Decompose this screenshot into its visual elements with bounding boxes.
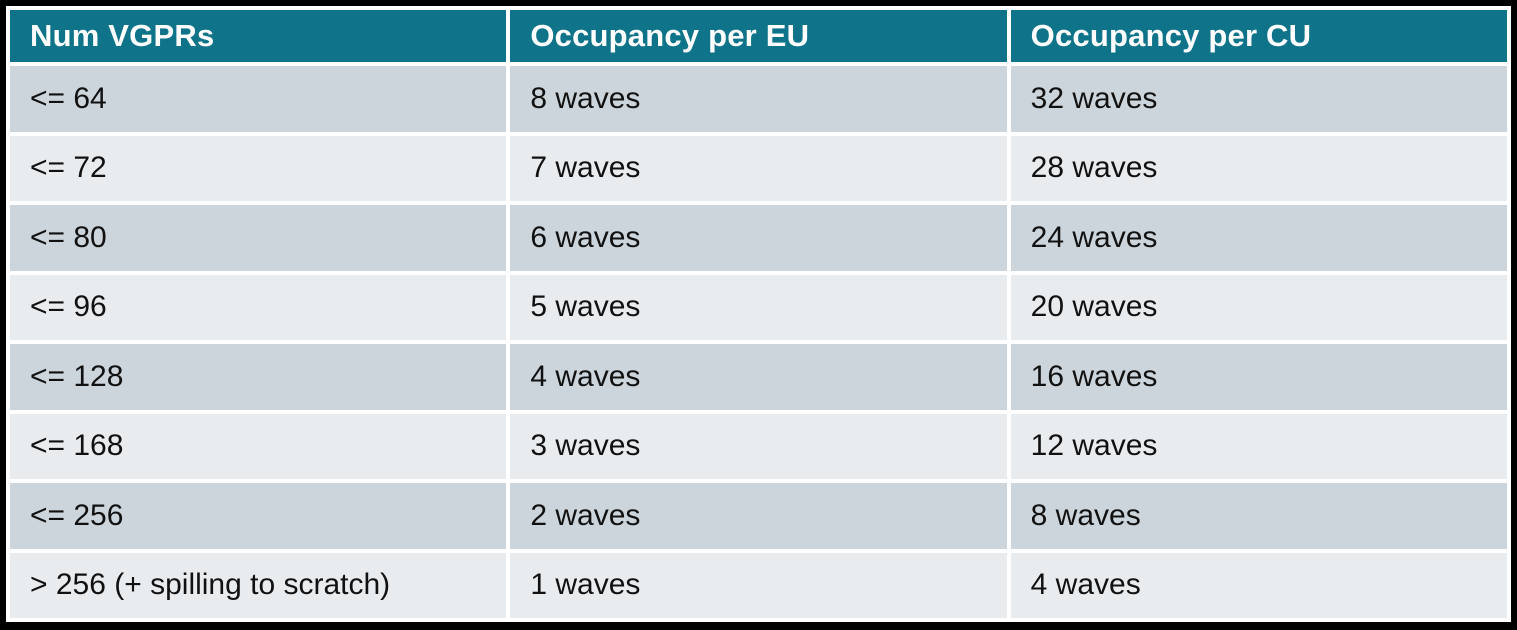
column-header-num-vgprs: Num VGPRs: [10, 10, 507, 62]
column-header-occupancy-per-eu: Occupancy per EU: [510, 10, 1007, 62]
table-cell: 32 waves: [1010, 66, 1507, 132]
table-cell: 1 waves: [510, 552, 1007, 618]
table-body: <= 64 8 waves 32 waves <= 72 7 waves 28 waves…: [10, 66, 1507, 618]
column-header-occupancy-per-cu: Occupancy per CU: [1010, 10, 1507, 62]
table-cell: <= 64: [10, 66, 507, 132]
table-row: <= 64 8 waves 32 waves: [10, 66, 1507, 132]
table-cell: 8 waves: [1010, 483, 1507, 549]
table-cell: 4 waves: [510, 344, 1007, 410]
table-cell: > 256 (+ spilling to scratch): [10, 552, 507, 618]
table-cell: 12 waves: [1010, 413, 1507, 479]
table-row: <= 168 3 waves 12 waves: [10, 413, 1507, 479]
table-header: Num VGPRs Occupancy per EU Occupancy per…: [10, 10, 1507, 62]
table-cell: 7 waves: [510, 135, 1007, 201]
vgpr-occupancy-table: Num VGPRs Occupancy per EU Occupancy per…: [6, 6, 1511, 622]
table-row: > 256 (+ spilling to scratch) 1 waves 4 wa…: [10, 552, 1507, 618]
table-row: <= 128 4 waves 16 waves: [10, 344, 1507, 410]
table-cell: <= 80: [10, 205, 507, 271]
table-row: <= 72 7 waves 28 waves: [10, 135, 1507, 201]
table-row: <= 80 6 waves 24 waves: [10, 205, 1507, 271]
table-cell: 28 waves: [1010, 135, 1507, 201]
header-row: Num VGPRs Occupancy per EU Occupancy per…: [10, 10, 1507, 62]
table-cell: 4 waves: [1010, 552, 1507, 618]
table-cell: <= 256: [10, 483, 507, 549]
table-cell: <= 128: [10, 344, 507, 410]
table-cell: 6 waves: [510, 205, 1007, 271]
table-row: <= 256 2 waves 8 waves: [10, 483, 1507, 549]
table-cell: 24 waves: [1010, 205, 1507, 271]
table-cell: <= 72: [10, 135, 507, 201]
table-row: <= 96 5 waves 20 waves: [10, 274, 1507, 340]
table-cell: 3 waves: [510, 413, 1007, 479]
table-cell: <= 168: [10, 413, 507, 479]
table-cell: 5 waves: [510, 274, 1007, 340]
table-cell: 2 waves: [510, 483, 1007, 549]
table-cell: 8 waves: [510, 66, 1007, 132]
table-cell: <= 96: [10, 274, 507, 340]
table-cell: 20 waves: [1010, 274, 1507, 340]
table-cell: 16 waves: [1010, 344, 1507, 410]
